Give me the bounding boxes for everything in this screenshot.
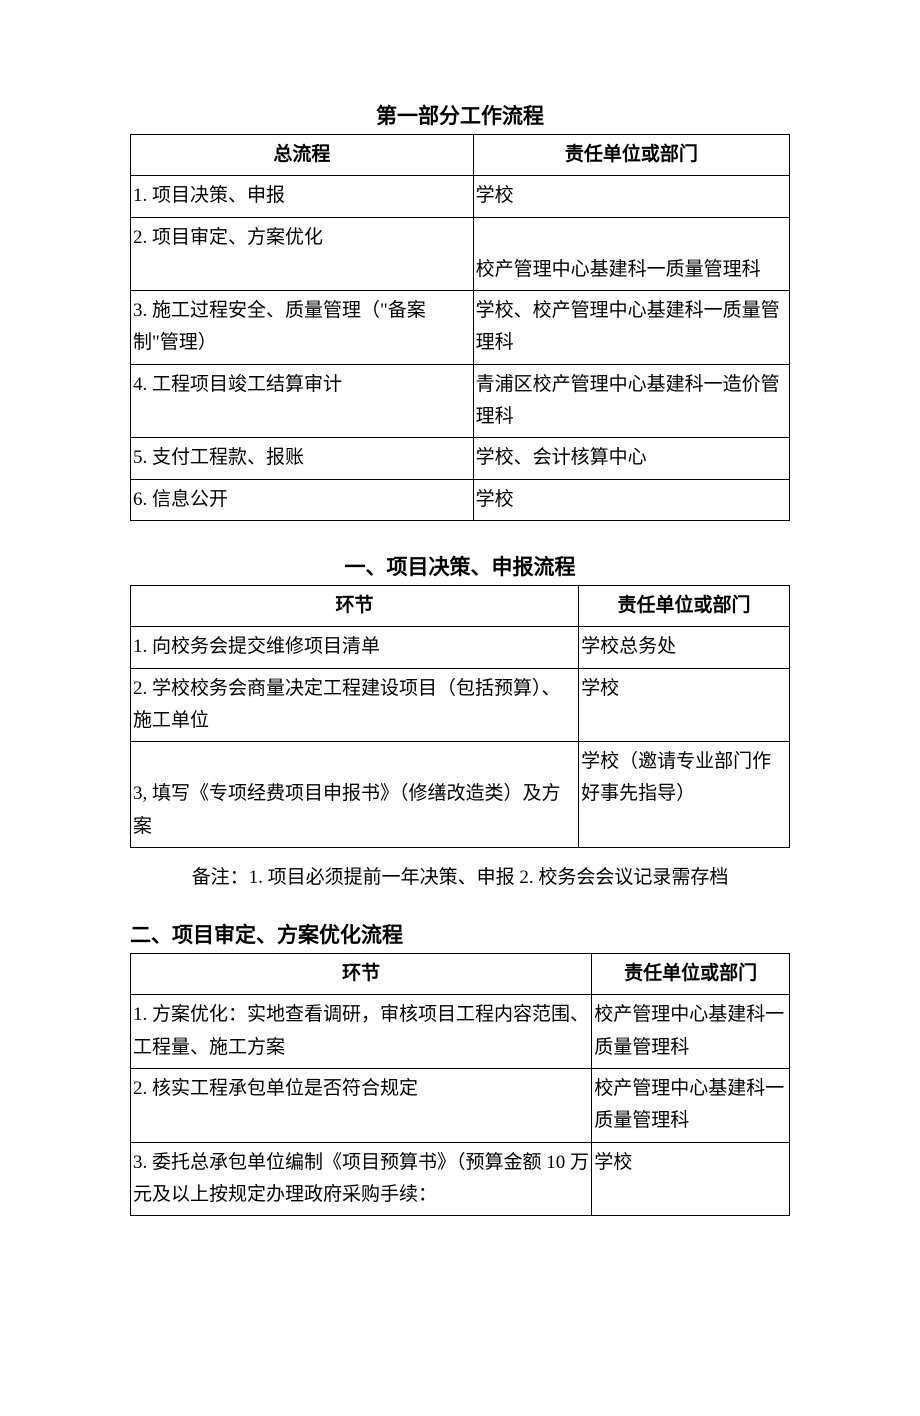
document-page: 第一部分工作流程 总流程 责任单位或部门 1. 项目决策、申报学校 2. 项目审… bbox=[0, 0, 920, 1416]
cell-left: 2. 项目审定、方案优化 bbox=[131, 217, 474, 291]
cell-left: 4. 工程项目竣工结算审计 bbox=[131, 364, 474, 438]
cell-right: 学校、校产管理中心基建科一质量管理科 bbox=[473, 291, 789, 365]
table-row: 3. 施工过程安全、质量管理（"备案制"管理）学校、校产管理中心基建科一质量管理… bbox=[131, 291, 790, 365]
cell-left: 2. 学校校务会商量决定工程建设项目（包括预算）、施工单位 bbox=[131, 668, 579, 742]
cell-right: 青浦区校产管理中心基建科一造价管理科 bbox=[473, 364, 789, 438]
header-left: 环节 bbox=[131, 585, 579, 626]
table-row: 2. 核实工程承包单位是否符合规定校产管理中心基建科一质量管理科 bbox=[131, 1068, 790, 1142]
cell-right: 学校 bbox=[579, 668, 790, 742]
table-row: 4. 工程项目竣工结算审计青浦区校产管理中心基建科一造价管理科 bbox=[131, 364, 790, 438]
cell-left: 1. 方案优化：实地查看调研，审核项目工程内容范围、工程量、施工方案 bbox=[131, 995, 592, 1069]
cell-left: 5. 支付工程款、报账 bbox=[131, 438, 474, 479]
cell-left: 6. 信息公开 bbox=[131, 479, 474, 520]
header-right: 责任单位或部门 bbox=[579, 585, 790, 626]
cell-left: 3. 委托总承包单位编制《项目预算书》（预算金额 10 万元及以上按规定办理政府… bbox=[131, 1142, 592, 1216]
cell-left: 2. 核实工程承包单位是否符合规定 bbox=[131, 1068, 592, 1142]
table-header-row: 环节 责任单位或部门 bbox=[131, 585, 790, 626]
table-row: 5. 支付工程款、报账学校、会计核算中心 bbox=[131, 438, 790, 479]
table-row: 1. 向校务会提交维修项目清单学校总务处 bbox=[131, 627, 790, 668]
section1-title: 第一部分工作流程 bbox=[130, 100, 790, 130]
cell-right: 校产管理中心基建科一质量管理科 bbox=[592, 1068, 790, 1142]
table-row: 1. 方案优化：实地查看调研，审核项目工程内容范围、工程量、施工方案校产管理中心… bbox=[131, 995, 790, 1069]
table-overall-process: 总流程 责任单位或部门 1. 项目决策、申报学校 2. 项目审定、方案优化 校产… bbox=[130, 134, 790, 521]
table-row: 6. 信息公开学校 bbox=[131, 479, 790, 520]
table-project-decision: 环节 责任单位或部门 1. 向校务会提交维修项目清单学校总务处 2. 学校校务会… bbox=[130, 585, 790, 848]
cell-right: 学校 bbox=[592, 1142, 790, 1216]
section3-title: 二、项目审定、方案优化流程 bbox=[130, 919, 790, 949]
cell-right: 学校 bbox=[473, 479, 789, 520]
section2-note: 备注：1. 项目必须提前一年决策、申报 2. 校务会会议记录需存档 bbox=[130, 862, 790, 889]
cell-right: 学校 bbox=[473, 176, 789, 217]
header-right: 责任单位或部门 bbox=[473, 135, 789, 176]
cell-left: 1. 向校务会提交维修项目清单 bbox=[131, 627, 579, 668]
table-row: 2. 学校校务会商量决定工程建设项目（包括预算）、施工单位学校 bbox=[131, 668, 790, 742]
header-right: 责任单位或部门 bbox=[592, 954, 790, 995]
table-row: 3. 委托总承包单位编制《项目预算书》（预算金额 10 万元及以上按规定办理政府… bbox=[131, 1142, 790, 1216]
cell-left: 3, 填写《专项经费项目申报书》（修缮改造类）及方案 bbox=[131, 742, 579, 848]
header-left: 总流程 bbox=[131, 135, 474, 176]
section2-title: 一、项目决策、申报流程 bbox=[130, 551, 790, 581]
cell-right: 校产管理中心基建科一质量管理科 bbox=[592, 995, 790, 1069]
cell-right: 学校（邀请专业部门作好事先指导） bbox=[579, 742, 790, 848]
cell-right: 校产管理中心基建科一质量管理科 bbox=[473, 217, 789, 291]
table-row: 1. 项目决策、申报学校 bbox=[131, 176, 790, 217]
cell-left: 1. 项目决策、申报 bbox=[131, 176, 474, 217]
table-row: 3, 填写《专项经费项目申报书》（修缮改造类）及方案学校（邀请专业部门作好事先指… bbox=[131, 742, 790, 848]
table-header-row: 环节 责任单位或部门 bbox=[131, 954, 790, 995]
table-header-row: 总流程 责任单位或部门 bbox=[131, 135, 790, 176]
header-left: 环节 bbox=[131, 954, 592, 995]
table-project-review: 环节 责任单位或部门 1. 方案优化：实地查看调研，审核项目工程内容范围、工程量… bbox=[130, 953, 790, 1216]
table-row: 2. 项目审定、方案优化 校产管理中心基建科一质量管理科 bbox=[131, 217, 790, 291]
cell-left: 3. 施工过程安全、质量管理（"备案制"管理） bbox=[131, 291, 474, 365]
cell-right: 学校、会计核算中心 bbox=[473, 438, 789, 479]
cell-right: 学校总务处 bbox=[579, 627, 790, 668]
